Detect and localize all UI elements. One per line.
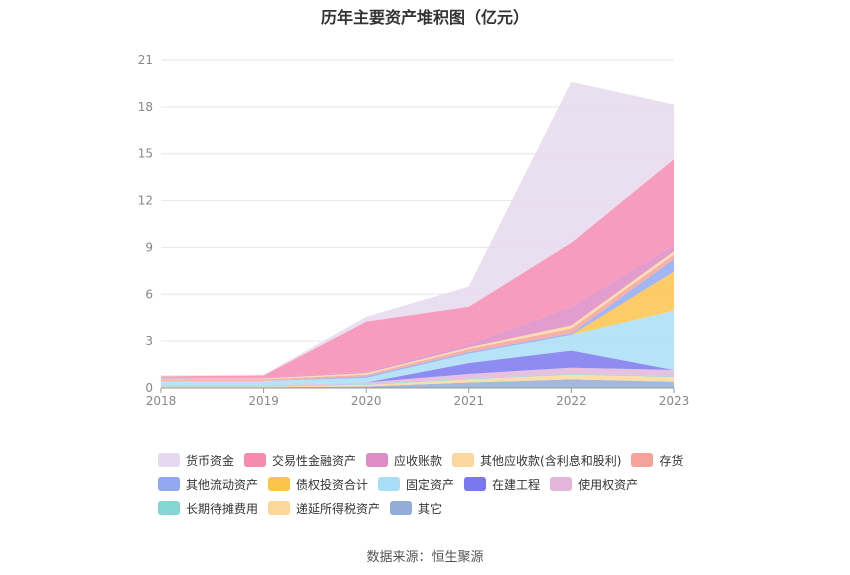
y-tick-label: 6 xyxy=(145,287,153,301)
y-tick-label: 0 xyxy=(145,381,153,395)
y-tick-label: 9 xyxy=(145,240,153,254)
legend-item[interactable]: 固定资产 xyxy=(378,476,454,493)
y-tick-label: 15 xyxy=(138,147,153,161)
legend-label: 使用权资产 xyxy=(578,477,639,492)
legend-label: 应收账款 xyxy=(394,453,443,468)
area-series-使用权资产 xyxy=(161,367,674,386)
x-tick-label: 2021 xyxy=(454,394,485,408)
legend-label: 长期待摊费用 xyxy=(186,501,259,516)
legend-item[interactable]: 交易性金融资产 xyxy=(244,452,356,469)
legend-swatch xyxy=(631,453,654,467)
legend-swatch xyxy=(452,453,475,467)
legend-item[interactable]: 其它 xyxy=(390,500,442,517)
legend-label: 其他应收款(含利息和股利) xyxy=(480,453,622,468)
legend-swatch xyxy=(550,477,573,491)
legend-swatch xyxy=(366,453,389,467)
legend-swatch xyxy=(158,477,180,491)
legend-label: 其它 xyxy=(418,501,443,516)
legend-item[interactable]: 递延所得税资产 xyxy=(268,500,380,517)
area-series-固定资产 xyxy=(161,310,674,386)
area-series-货币资金 xyxy=(161,81,674,377)
legend-label: 债权投资合计 xyxy=(296,477,369,492)
legend-label: 固定资产 xyxy=(406,477,455,492)
y-tick-label: 12 xyxy=(138,194,153,208)
legend-swatch xyxy=(390,501,413,515)
data-source-note: 数据来源：恒生聚源 xyxy=(366,550,484,565)
legend-label: 递延所得税资产 xyxy=(296,501,381,516)
legend-item[interactable]: 债权投资合计 xyxy=(268,476,368,493)
legend-swatch xyxy=(268,501,291,515)
legend-item[interactable]: 在建工程 xyxy=(464,476,540,493)
legend-item[interactable]: 长期待摊费用 xyxy=(158,500,258,517)
area-series-长期待摊费用 xyxy=(161,373,674,387)
y-tick-label: 3 xyxy=(145,334,153,348)
x-tick-label: 2020 xyxy=(351,394,382,408)
legend-label: 货币资金 xyxy=(186,453,235,468)
x-tick-label: 2018 xyxy=(146,394,177,408)
stacked-area-chart: 0 3 6 9 12 15 18 21 2018 2019 2020 2021 2022 2023 xyxy=(138,53,690,408)
legend-item[interactable]: 应收账款 xyxy=(366,452,442,469)
y-tick-label: 21 xyxy=(138,53,153,67)
area-series-其它 xyxy=(161,379,674,388)
legend-item[interactable]: 存货 xyxy=(631,452,683,469)
legend-item[interactable]: 其他应收款(含利息和股利) xyxy=(452,452,621,469)
chart-legend: 货币资金 交易性金融资产 应收账款 其他应收款(含利息和股利) 存货其他流动资产 债权投资… xyxy=(158,448,718,520)
legend-row: 货币资金 交易性金融资产 应收账款 其他应收款(含利息和股利) 存货 xyxy=(158,448,718,472)
legend-label: 交易性金融资产 xyxy=(272,453,357,468)
legend-row: 长期待摊费用 递延所得税资产 其它 xyxy=(158,496,718,520)
legend-item[interactable]: 使用权资产 xyxy=(550,476,638,493)
legend-swatch xyxy=(158,501,180,515)
legend-item[interactable]: 其他流动资产 xyxy=(158,476,258,493)
legend-label: 其他流动资产 xyxy=(186,477,259,492)
legend-swatch xyxy=(378,477,401,491)
legend-swatch xyxy=(464,477,487,491)
area-series-交易性金融资产 xyxy=(161,159,674,378)
area-series-应收账款 xyxy=(161,245,674,379)
legend-swatch xyxy=(268,477,291,491)
legend-label: 存货 xyxy=(659,453,684,468)
legend-label: 在建工程 xyxy=(492,477,541,492)
legend-row: 其他流动资产 债权投资合计 固定资产 在建工程 使用权资产 xyxy=(158,472,718,496)
area-series-递延所得税资产 xyxy=(161,374,674,388)
x-tick-label: 2023 xyxy=(659,394,690,408)
x-tick-label: 2022 xyxy=(556,394,587,408)
x-tick-label: 2019 xyxy=(248,394,279,408)
legend-swatch xyxy=(158,453,180,467)
legend-swatch xyxy=(244,453,267,467)
y-tick-label: 18 xyxy=(138,100,153,114)
area-series-在建工程 xyxy=(161,350,674,386)
chart-title: 历年主要资产堆积图（亿元） xyxy=(320,8,529,27)
legend-item[interactable]: 货币资金 xyxy=(158,452,234,469)
